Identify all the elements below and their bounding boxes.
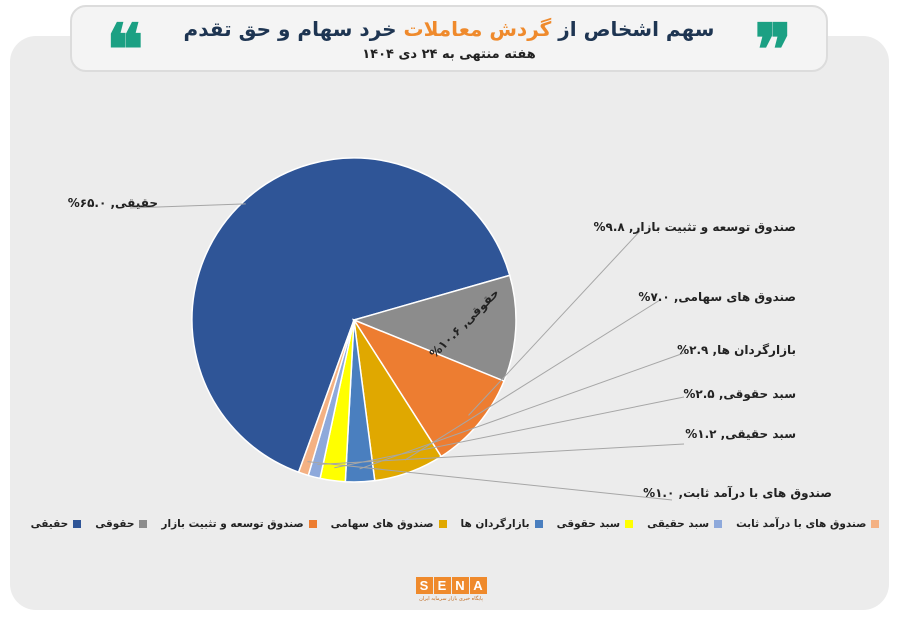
legend-label: حقوقی	[95, 518, 135, 530]
legend-label: سبد حقیقی	[647, 518, 710, 530]
legend-swatch	[871, 520, 880, 528]
legend-item-4: صندوق های سهامی	[331, 518, 447, 530]
legend-label: صندوق توسعه و تثبیت بازار	[161, 518, 304, 530]
pie-slice-2	[351, 274, 517, 383]
title-banner: ❝ ❞ سهم اشخاص از گردش معاملات خرد سهام و…	[70, 5, 828, 85]
legend-item-3: صندوق توسعه و تثبیت بازار	[161, 518, 317, 530]
legend-item-2: حقوقی	[95, 518, 148, 530]
logo-letter-3: N	[451, 577, 469, 594]
chart-subtitle: هفته منتهی به ۲۴ دی ۱۴۰۴	[362, 47, 536, 62]
legend-label: صندوق های سهامی	[330, 518, 434, 530]
legend-item-8: صندوق های با درآمد ثابت	[736, 518, 880, 530]
slice-label-8: صندوق های با درآمد ثابت, ۱.۰%	[643, 486, 832, 500]
leader-line-3	[468, 230, 641, 416]
logo-letter-2: E	[433, 577, 451, 594]
legend-swatch	[534, 520, 543, 528]
legend-item-6: سبد حقوقی	[557, 518, 634, 530]
legend-swatch	[625, 520, 634, 528]
legend-item-5: بازارگردان ها	[461, 518, 543, 530]
leader-line-4	[404, 299, 661, 461]
legend-label: حقیقی	[30, 518, 69, 530]
chart-legend: حقیقی حقوقی صندوق توسعه و تثبیت بازار صندوق…	[31, 518, 880, 530]
slice-label-5: بازارگردان ها, ۲.۹%	[677, 343, 796, 357]
pie-slices	[191, 157, 517, 483]
slice-label-1: حقیقی, ۶۵.۰%	[67, 196, 158, 210]
legend-swatch	[714, 520, 723, 528]
pie-slice-8	[297, 319, 355, 477]
quote-open-icon: ❝	[106, 8, 144, 91]
slice-label-4: صندوق های سهامی, ۷.۰%	[638, 290, 796, 304]
legend-label: سبد حقوقی	[556, 518, 621, 530]
pie-slice-1	[191, 157, 511, 474]
leader-line-6	[334, 396, 685, 469]
pie-slice-3	[352, 318, 506, 458]
legend-swatch	[308, 520, 317, 528]
chart-title: سهم اشخاص از گردش معاملات خرد سهام و حق …	[72, 17, 826, 41]
leader-line-1	[129, 203, 246, 209]
legend-swatch	[73, 520, 82, 528]
legend-item-7: سبد حقیقی	[647, 518, 723, 530]
legend-label: بازارگردان ها	[460, 518, 530, 530]
leader-lines	[129, 203, 685, 501]
quote-close-icon: ❞	[754, 8, 792, 91]
leader-line-5	[359, 352, 685, 470]
logo-letter-4: A	[469, 577, 487, 594]
slice-label-7: سبد حقیقی, ۱.۲%	[685, 427, 796, 441]
slice-label-3: صندوق توسعه و تثبیت بازار, ۹.۸%	[593, 220, 797, 234]
legend-item-1: حقیقی	[31, 518, 82, 530]
legend-label: صندوق های با درآمد ثابت	[736, 518, 867, 530]
logo-tagline: پایگاه خبری بازار سرمایه ایران	[419, 596, 483, 602]
legend-swatch	[139, 520, 148, 528]
title-part-2: خرد سهام و حق تقدم	[183, 17, 397, 41]
leader-line-8	[307, 461, 673, 501]
slice-label-6: سبد حقوقی, ۲.۵%	[683, 387, 796, 401]
leader-line-7	[317, 443, 685, 465]
legend-swatch	[438, 520, 447, 528]
logo-letter-1: S	[415, 577, 433, 594]
title-highlight: گردش معاملات	[403, 17, 552, 41]
title-part-1: سهم اشخاص از	[558, 17, 715, 41]
